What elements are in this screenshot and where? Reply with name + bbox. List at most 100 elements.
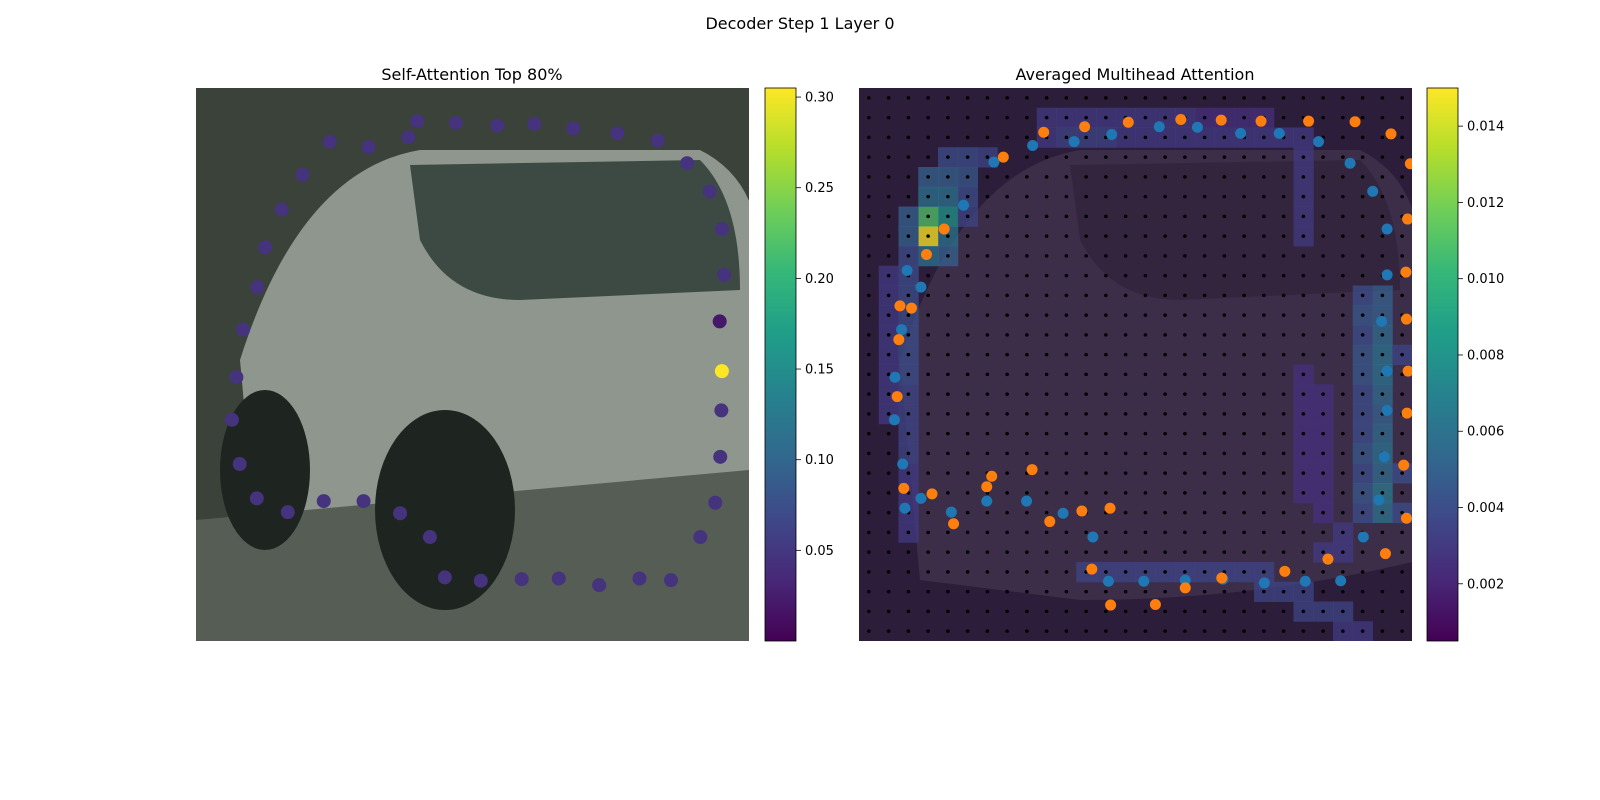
grid-dot xyxy=(1044,194,1049,199)
grid-dot xyxy=(1301,510,1306,515)
blue-point xyxy=(1381,404,1393,416)
grid-dot xyxy=(1281,333,1286,337)
grid-dot xyxy=(1044,155,1049,159)
grid-dot xyxy=(1222,530,1227,535)
grid-dot xyxy=(1341,412,1345,416)
grid-dot xyxy=(1044,570,1049,574)
grid-dot xyxy=(946,629,950,633)
grid-dot xyxy=(1044,431,1049,436)
grid-dot xyxy=(1400,115,1404,120)
self-attention-point xyxy=(258,240,273,255)
grid-dot xyxy=(1183,155,1187,159)
grid-dot xyxy=(985,175,990,179)
grid-dot xyxy=(1104,570,1108,574)
grid-dot xyxy=(1025,392,1029,396)
grid-dot xyxy=(1044,609,1049,614)
grid-dot xyxy=(1044,254,1049,258)
grid-dot xyxy=(946,471,950,475)
grid-dot xyxy=(1341,135,1345,140)
grid-dot xyxy=(1005,293,1009,298)
grid-dot xyxy=(1202,234,1207,238)
grid-dot xyxy=(886,115,891,120)
grid-dot xyxy=(926,471,930,475)
grid-dot xyxy=(1005,589,1009,594)
grid-dot xyxy=(1262,293,1266,298)
grid-dot xyxy=(1163,313,1167,317)
grid-dot xyxy=(1222,629,1227,633)
grid-dot xyxy=(1084,96,1088,100)
grid-dot xyxy=(1202,135,1207,140)
grid-dot xyxy=(965,570,970,574)
grid-dot xyxy=(1262,273,1266,278)
grid-dot xyxy=(1104,412,1108,416)
self-attention-point xyxy=(527,116,542,131)
grid-dot xyxy=(1005,431,1009,436)
grid-dot xyxy=(1262,254,1266,258)
grid-dot xyxy=(1143,254,1148,258)
grid-dot xyxy=(985,451,990,456)
grid-dot xyxy=(1202,471,1207,475)
grid-dot xyxy=(1183,392,1187,396)
grid-dot xyxy=(1163,589,1167,594)
grid-dot xyxy=(1281,629,1286,633)
grid-dot xyxy=(1163,352,1167,357)
grid-dot xyxy=(985,234,990,238)
grid-dot xyxy=(886,96,891,100)
grid-dot xyxy=(1301,352,1306,357)
grid-dot xyxy=(886,273,891,278)
grid-dot xyxy=(1400,155,1404,159)
grid-dot xyxy=(926,431,930,436)
grid-dot xyxy=(1360,234,1365,238)
grid-dot xyxy=(867,471,871,475)
grid-dot xyxy=(1084,115,1088,120)
grid-dot xyxy=(1262,550,1266,554)
grid-dot xyxy=(1104,254,1108,258)
grid-dot xyxy=(886,194,891,199)
grid-dot xyxy=(1262,629,1266,633)
grid-dot xyxy=(1281,431,1286,436)
grid-dot xyxy=(906,194,911,199)
grid-dot xyxy=(1400,234,1404,238)
orange-point xyxy=(1398,459,1410,471)
grid-dot xyxy=(1360,471,1365,475)
blue-point xyxy=(958,199,970,211)
grid-dot xyxy=(1202,510,1207,515)
blue-point xyxy=(901,264,913,276)
grid-dot xyxy=(886,589,891,594)
grid-dot xyxy=(1262,96,1266,100)
grid-dot xyxy=(1281,352,1286,357)
grid-dot xyxy=(867,530,871,535)
grid-dot xyxy=(1183,431,1187,436)
grid-dot xyxy=(926,392,930,396)
self-attention-point xyxy=(610,126,625,141)
grid-dot xyxy=(886,530,891,535)
grid-dot xyxy=(1064,451,1069,456)
grid-dot xyxy=(1281,412,1286,416)
grid-dot xyxy=(965,491,970,495)
grid-dot xyxy=(867,431,871,436)
grid-dot xyxy=(906,135,911,140)
grid-dot xyxy=(1321,431,1325,436)
grid-dot xyxy=(1360,352,1365,357)
grid-dot xyxy=(1242,491,1246,495)
grid-dot xyxy=(1321,629,1325,633)
grid-dot xyxy=(1301,471,1306,475)
grid-dot xyxy=(1123,570,1128,574)
grid-dot xyxy=(1005,609,1009,614)
grid-dot xyxy=(906,570,911,574)
grid-dot xyxy=(946,96,950,100)
orange-point xyxy=(1216,572,1228,584)
grid-dot xyxy=(1044,589,1049,594)
self-attention-point xyxy=(708,495,723,510)
self-attention-point xyxy=(551,571,566,586)
orange-point xyxy=(893,334,905,346)
grid-dot xyxy=(1222,471,1227,475)
grid-dot xyxy=(1341,629,1345,633)
grid-dot xyxy=(1242,392,1246,396)
blue-point xyxy=(1335,575,1347,587)
grid-dot xyxy=(1281,609,1286,614)
blue-point xyxy=(1373,494,1385,506)
grid-dot xyxy=(1005,471,1009,475)
grid-dot xyxy=(1281,175,1286,179)
grid-dot xyxy=(1044,115,1049,120)
